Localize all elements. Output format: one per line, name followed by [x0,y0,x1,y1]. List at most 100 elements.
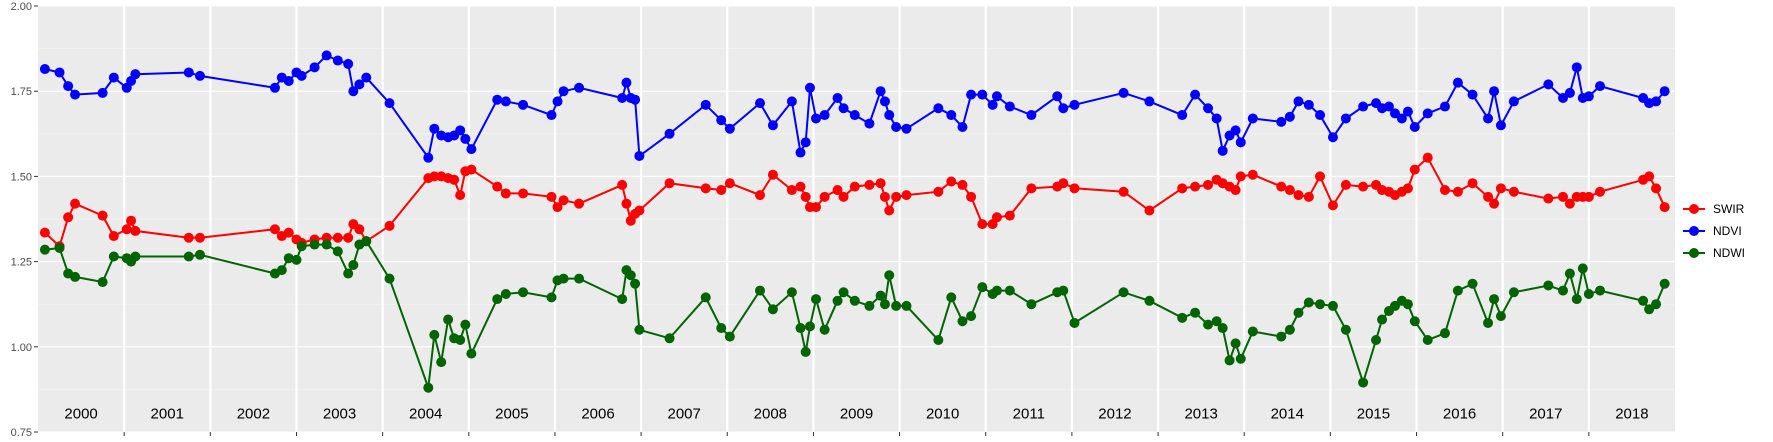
ndwi-point [1595,285,1606,296]
swir-point [891,191,902,202]
swir-point [1495,183,1506,194]
ndvi-point [977,89,988,100]
ndvi-point [700,99,711,110]
ndwi-point [1058,285,1069,296]
ndvi-point [1651,96,1662,107]
year-label: 2000 [64,405,97,422]
ndvi-point [617,93,628,104]
ndwi-point [1467,278,1478,289]
ndwi-point [991,285,1002,296]
year-label: 2017 [1529,405,1562,422]
ndwi-point [832,295,843,306]
ndvi-point [884,110,895,121]
ndvi-point [957,121,968,132]
swir-point [429,171,440,182]
ndvi-point [332,55,343,66]
ndvi-point [97,87,108,98]
ndvi-point [1439,101,1450,112]
swir-point [1203,179,1214,190]
ndwi-point [1177,312,1188,323]
ndvi-point [1211,113,1222,124]
ndvi-point [1026,110,1037,121]
swir-point [1651,183,1662,194]
ndwi-point [1577,263,1588,274]
ndvi-point [755,98,766,109]
swir-point [574,198,585,209]
swir-point [1004,210,1015,221]
ndvi-point [455,125,466,136]
ndwi-point [429,329,440,340]
ndwi-point [1508,287,1519,298]
ndwi-point [819,324,830,335]
ndvi-point [1358,101,1369,112]
ndwi-point [786,287,797,298]
ndwi-point [1483,317,1494,328]
ndvi-point [343,58,354,69]
ndvi-point [1383,101,1394,112]
ndwi-point [767,304,778,315]
ndvi-point [786,96,797,107]
swir-point [39,227,50,238]
ndvi-point [800,137,811,148]
ndvi-point [296,70,307,81]
ndwi-point [838,287,849,298]
swir-point [1190,181,1201,192]
swir-point [724,178,735,189]
ndwi-point [1118,287,1129,298]
ndwi-point [291,254,302,265]
swir-point [130,225,141,236]
ndwi-point [891,300,902,311]
swir-point [716,185,727,196]
ndvi-point [108,72,119,83]
ndvi-point [1467,89,1478,100]
ndvi-point [546,110,557,121]
swir-point [819,191,830,202]
ndvi-point [716,115,727,126]
swir-point [1026,183,1037,194]
ndwi-point [436,357,447,368]
ndvi-point [1144,96,1155,107]
swir-point [1583,191,1594,202]
ndwi-point [1340,324,1351,335]
ndwi-point [1069,317,1080,328]
ndvi-point [1583,91,1594,102]
ndvi-point [63,81,74,92]
swir-point [546,191,557,202]
ndwi-point [1422,334,1433,345]
ndvi-point [767,120,778,131]
ndvi-point [1389,108,1400,119]
y-tick-label: 1.00 [11,342,32,354]
swir-point [343,232,354,243]
year-label: 2007 [667,405,700,422]
ndvi-point [838,103,849,114]
year-label: 2002 [237,405,270,422]
ndwi-point [130,251,141,262]
swir-point [755,190,766,201]
ndwi-point [1211,316,1222,327]
ndvi-point [1058,103,1069,114]
ndvi-point [811,113,822,124]
year-label: 2006 [581,405,614,422]
ndvi-point [130,69,141,80]
ndvi-point [933,103,944,114]
swir-point [1284,185,1295,196]
swir-point [1058,178,1069,189]
ndvi-point [423,152,434,163]
swir-point [1402,183,1413,194]
swir-point [1327,200,1338,211]
swir-point [1118,186,1129,197]
ndvi-point [1495,120,1506,131]
ndwi-point [1409,316,1420,327]
ndwi-point [1452,285,1463,296]
swir-point [621,198,632,209]
ndvi-point [1247,113,1258,124]
ndwi-point [361,236,372,247]
ndvi-point [1293,96,1304,107]
swir-point [466,164,477,175]
swir-point [1230,185,1241,196]
ndvi-point [1489,86,1500,97]
grid [38,5,1675,433]
y-tick-label: 0.75 [11,427,32,439]
ndwi-point [1276,331,1287,342]
ndwi-point [864,300,875,311]
